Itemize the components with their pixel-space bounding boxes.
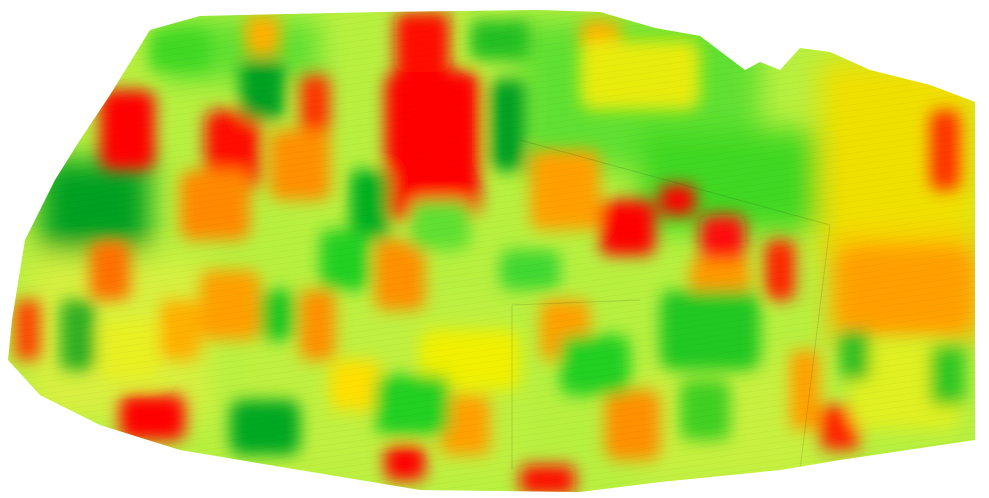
field-boundaries [511, 139, 831, 471]
